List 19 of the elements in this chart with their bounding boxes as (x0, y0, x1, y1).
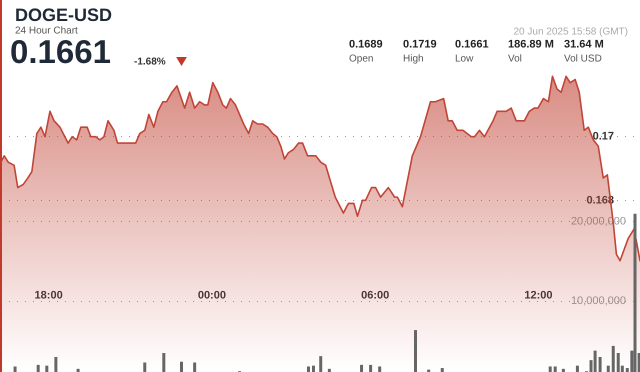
annotation: High (403, 54, 424, 64)
x-tick-label: 12:00 (524, 290, 552, 302)
x-tick-label: 00:00 (198, 290, 226, 302)
y-tick-label: 0.17 (592, 130, 614, 143)
annotation: Open (349, 54, 374, 64)
chart-title: DOGE-USD (15, 5, 112, 25)
annotation: 0.1661 (455, 38, 489, 50)
annotation: Low (455, 54, 474, 64)
annotation: 20 Jun 2025 15:58 (GMT) (513, 26, 628, 38)
annotation: Vol USD (564, 54, 602, 64)
annotation: 186.89 M (508, 38, 554, 50)
annotation: Vol (508, 54, 522, 64)
annotation: 0.1719 (403, 38, 437, 50)
annotation: 31.64 M (564, 38, 604, 50)
annotation: 0.1689 (349, 38, 383, 50)
y2-tick-label: 10,000,000 (570, 294, 626, 307)
annotation: -1.68% (134, 56, 166, 68)
x-tick-label: 18:00 (34, 290, 63, 302)
x-tick-label: 06:00 (361, 290, 390, 302)
